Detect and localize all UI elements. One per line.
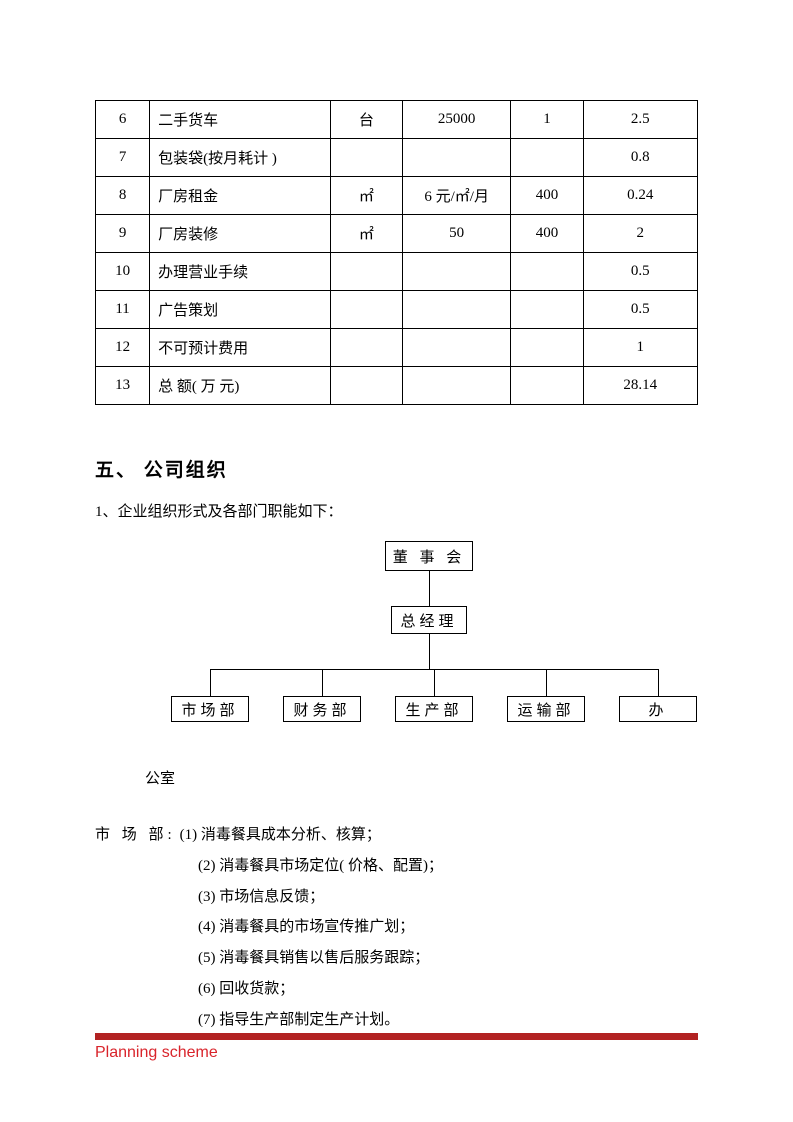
table-cell: 不可预计费用 — [150, 329, 331, 367]
table-cell: 0.5 — [583, 291, 697, 329]
table-cell: 0.5 — [583, 253, 697, 291]
table-cell — [511, 139, 583, 177]
table-cell: 400 — [511, 215, 583, 253]
table-cell: 包装袋(按月耗计 ) — [150, 139, 331, 177]
table-cell — [330, 291, 402, 329]
table-cell — [403, 367, 511, 405]
table-cell: 6 — [96, 101, 150, 139]
table-row: 11广告策划 0.5 — [96, 291, 698, 329]
table-cell: 28.14 — [583, 367, 697, 405]
table-cell: 9 — [96, 215, 150, 253]
table-cell — [330, 329, 402, 367]
dept-item: (1) 消毒餐具成本分析、核算； — [176, 820, 381, 851]
footer: Planning scheme — [95, 1033, 698, 1062]
table-cell: 厂房租金 — [150, 177, 331, 215]
org-edge — [429, 571, 430, 606]
table-cell — [330, 367, 402, 405]
org-node-trans: 运输部 — [507, 696, 585, 722]
table-cell: 7 — [96, 139, 150, 177]
org-edge — [546, 669, 547, 696]
table-row: 10办理营业手续 0.5 — [96, 253, 698, 291]
table-row: 12不可预计费用 1 — [96, 329, 698, 367]
table-cell: 8 — [96, 177, 150, 215]
org-node-board: 董 事 会 — [385, 541, 473, 571]
table-cell: 二手货车 — [150, 101, 331, 139]
org-edge — [658, 669, 659, 696]
table-cell: 13 — [96, 367, 150, 405]
footer-line — [95, 1033, 698, 1040]
table-cell: 11 — [96, 291, 150, 329]
table-cell: ㎡ — [330, 215, 402, 253]
table-row: 13总 额( 万 元) 28.14 — [96, 367, 698, 405]
dept-item: (2) 消毒餐具市场定位( 价格、配置)； — [95, 851, 698, 882]
table-cell — [330, 253, 402, 291]
table-cell: 0.8 — [583, 139, 697, 177]
table-cell: 2 — [583, 215, 697, 253]
org-node-prod: 生产部 — [395, 696, 473, 722]
table-cell: 0.24 — [583, 177, 697, 215]
dept-item: (4) 消毒餐具的市场宣传推广划； — [95, 912, 698, 943]
cost-table: 6二手货车台2500012.57包装袋(按月耗计 )0.88厂房租金㎡6 元/㎡… — [95, 100, 698, 405]
table-cell: 总 额( 万 元) — [150, 367, 331, 405]
org-edge — [322, 669, 323, 696]
table-cell: 广告策划 — [150, 291, 331, 329]
org-node-finance: 财务部 — [283, 696, 361, 722]
footer-text: Planning scheme — [95, 1044, 698, 1062]
table-cell — [511, 291, 583, 329]
section-title: 五、 公司组织 — [95, 455, 698, 482]
table-cell: 办理营业手续 — [150, 253, 331, 291]
table-cell: 10 — [96, 253, 150, 291]
table-cell: 12 — [96, 329, 150, 367]
table-cell: 厂房装修 — [150, 215, 331, 253]
dept-item: (3) 市场信息反馈； — [95, 882, 698, 913]
table-cell: 1 — [583, 329, 697, 367]
table-cell: 400 — [511, 177, 583, 215]
table-cell: 25000 — [403, 101, 511, 139]
table-row: 6二手货车台2500012.5 — [96, 101, 698, 139]
org-edge — [434, 669, 435, 696]
dept-item: (6) 回收货款； — [95, 974, 698, 1005]
table-cell — [403, 291, 511, 329]
table-cell — [330, 139, 402, 177]
table-row: 7包装袋(按月耗计 ) 0.8 — [96, 139, 698, 177]
table-cell: 6 元/㎡/月 — [403, 177, 511, 215]
dept-item: (5) 消毒餐具销售以售后服务跟踪； — [95, 943, 698, 974]
org-edge — [210, 669, 211, 696]
dept-item: (7) 指导生产部制定生产计划。 — [95, 1005, 698, 1036]
org-edge — [429, 634, 430, 669]
table-cell: 台 — [330, 101, 402, 139]
table-cell: 50 — [403, 215, 511, 253]
table-cell: 2.5 — [583, 101, 697, 139]
table-row: 8厂房租金㎡6 元/㎡/月4000.24 — [96, 177, 698, 215]
table-row: 9厂房装修㎡504002 — [96, 215, 698, 253]
org-node-market: 市场部 — [171, 696, 249, 722]
table-cell — [511, 253, 583, 291]
org-node-gm: 总经理 — [391, 606, 467, 634]
table-cell — [511, 367, 583, 405]
table-cell — [403, 253, 511, 291]
table-cell: 1 — [511, 101, 583, 139]
table-cell — [403, 329, 511, 367]
section-subhead: 1、企业组织形式及各部门职能如下： — [95, 500, 698, 521]
market-dept-block: 市 场 部: (1) 消毒餐具成本分析、核算； (2) 消毒餐具市场定位( 价格… — [95, 820, 698, 1035]
table-cell — [403, 139, 511, 177]
table-cell: ㎡ — [330, 177, 402, 215]
table-cell — [511, 329, 583, 367]
org-node-office: 办 — [619, 696, 697, 722]
org-chart: 董 事 会总经理市场部 财务部 生产部 运输部 办 — [95, 541, 698, 771]
dept-label: 市 场 部: — [95, 820, 176, 851]
